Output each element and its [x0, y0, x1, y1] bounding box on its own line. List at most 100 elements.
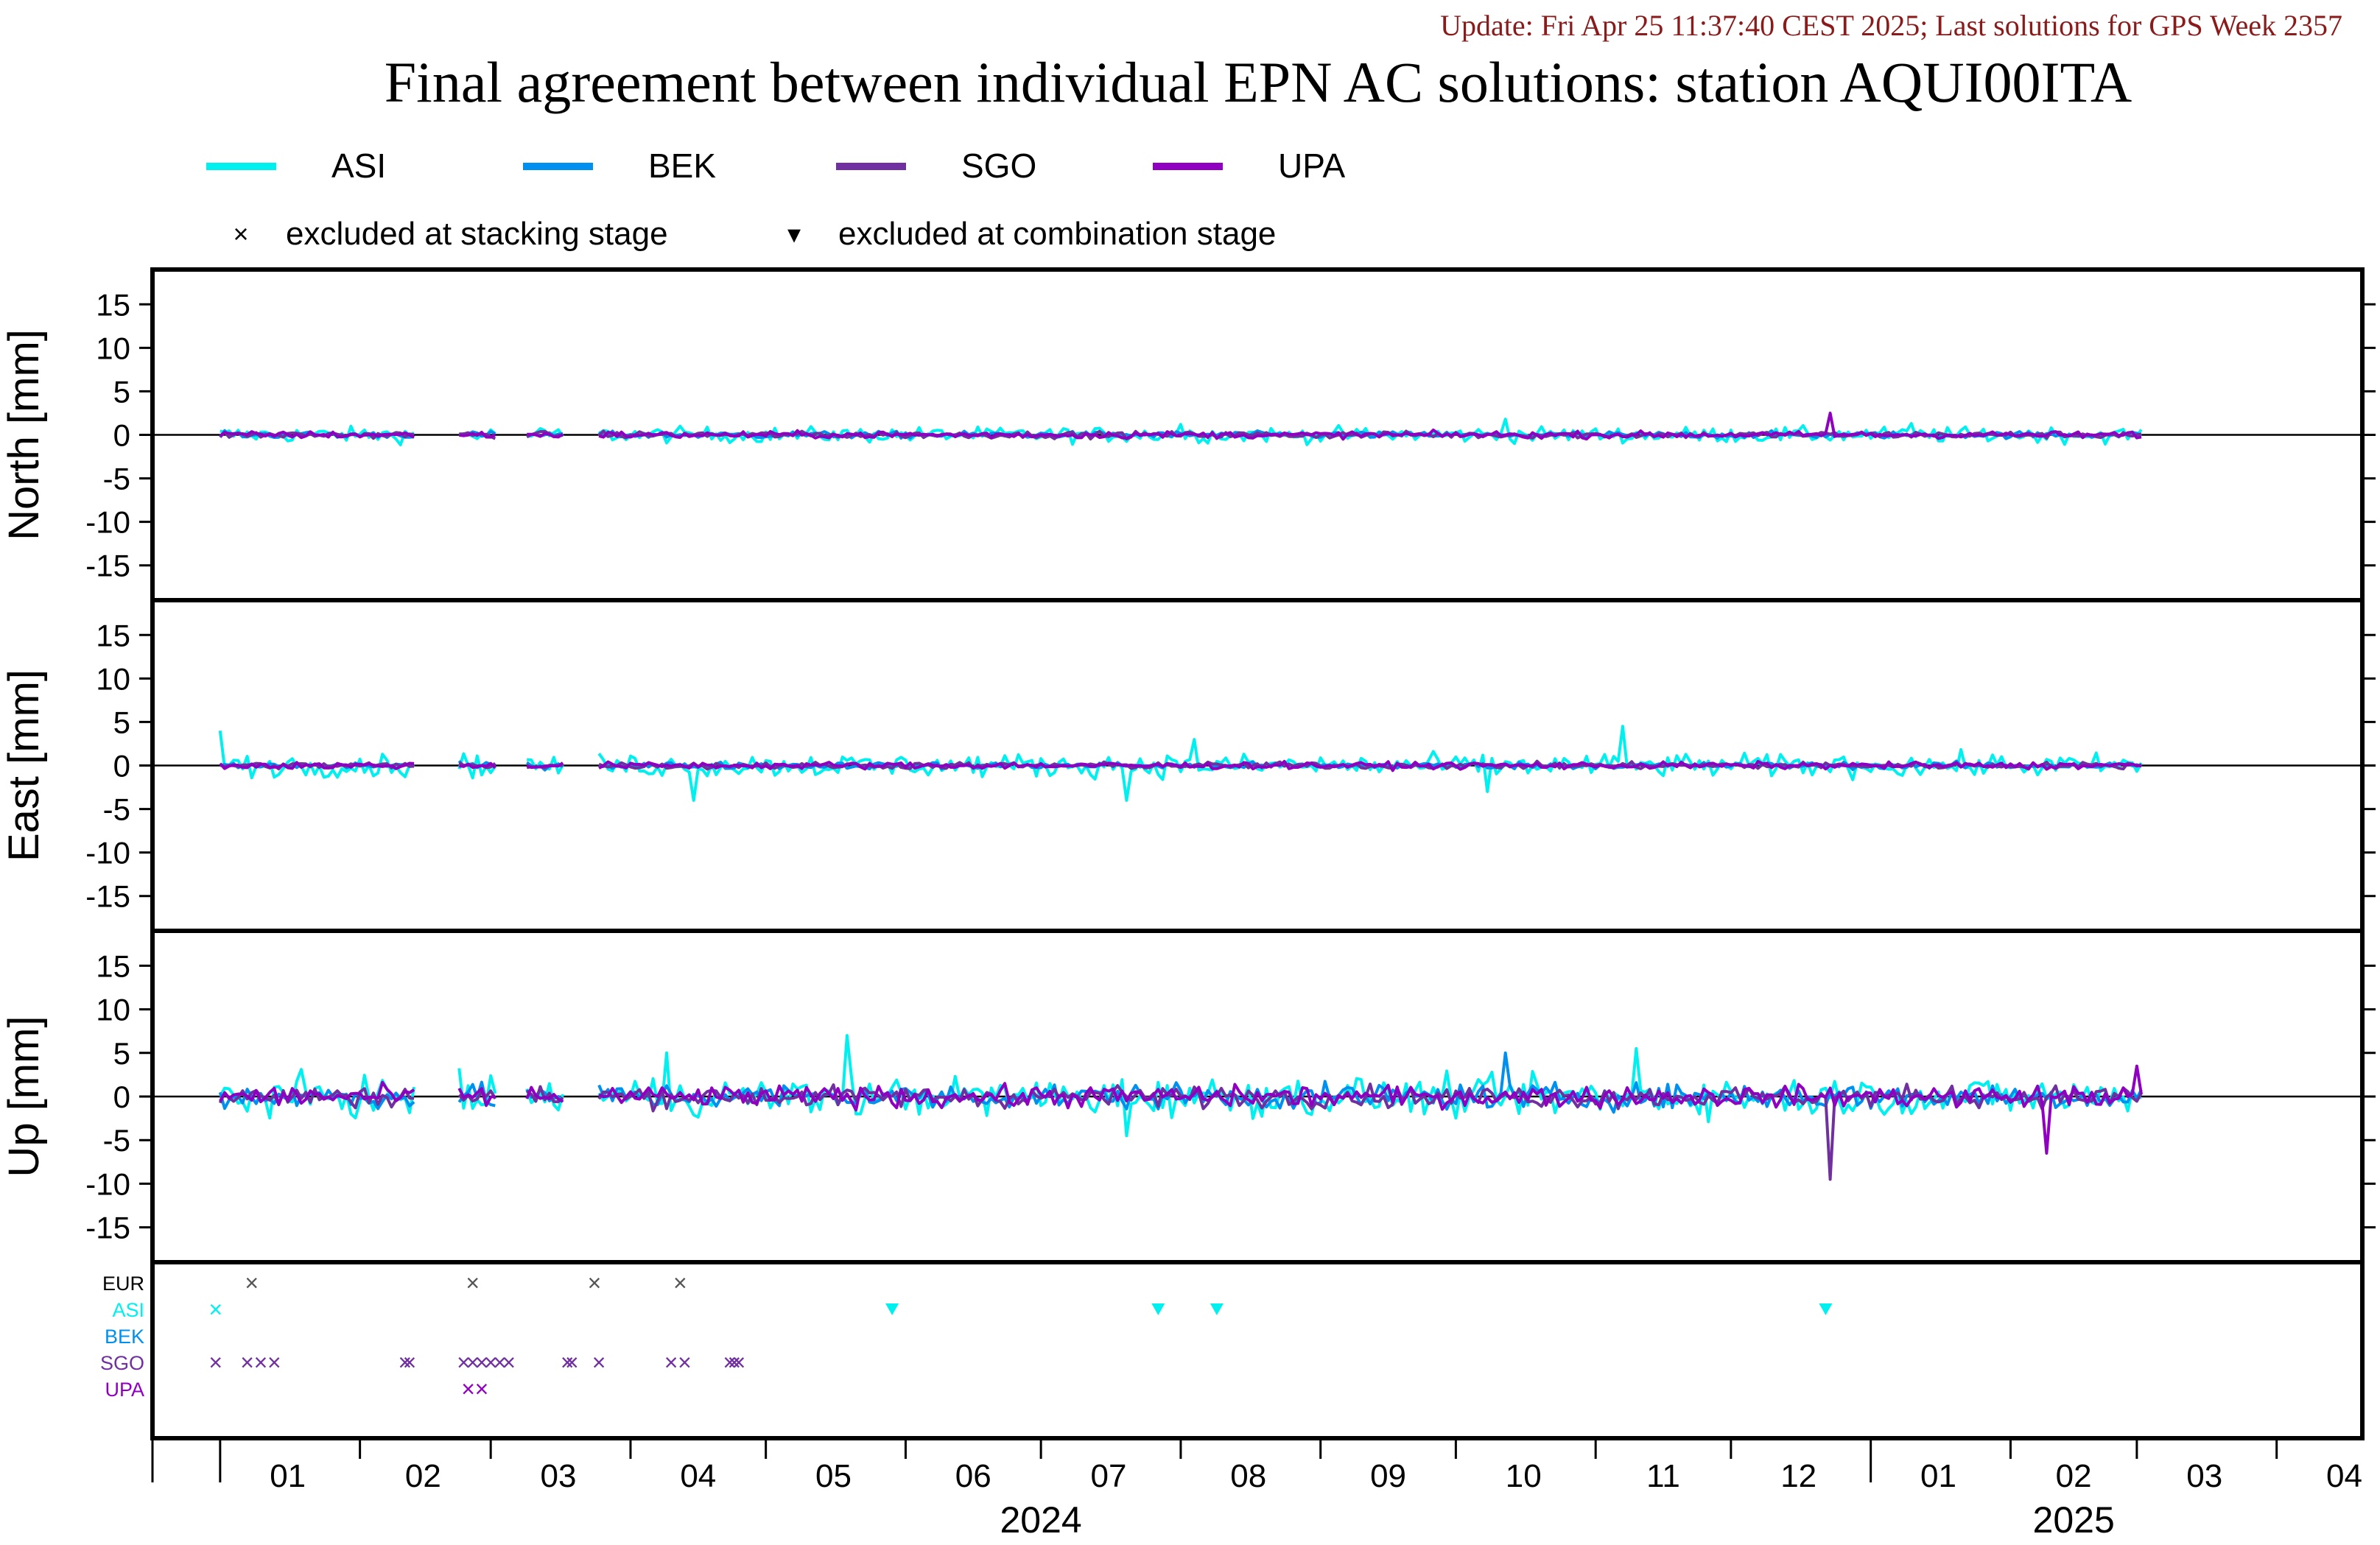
exclusion-row-label-sgo: SGO: [100, 1352, 144, 1374]
exclusion-row-label-upa: UPA: [105, 1379, 144, 1401]
x-month-label: 10: [1506, 1458, 1542, 1494]
x-month-label: 04: [2326, 1458, 2362, 1494]
x-month-label: 01: [1920, 1458, 1956, 1494]
stacking-excluded-marker: ×: [208, 1296, 222, 1323]
stacking-excluded-marker: ×: [732, 1349, 746, 1376]
stacking-excluded-marker: ×: [208, 1349, 222, 1376]
stacking-excluded-marker: ×: [240, 1349, 254, 1376]
x-month-label: 04: [680, 1458, 716, 1494]
stacking-excluded-marker: ×: [561, 1349, 575, 1376]
y-axis-label: North [mm]: [0, 329, 48, 541]
series-line-upa: [219, 1064, 2143, 1155]
stacking-excluded-marker: ×: [723, 1349, 737, 1376]
x-month-label: 02: [405, 1458, 441, 1494]
chart-title: Final agreement between individual EPN A…: [385, 50, 2132, 114]
stacking-excluded-marker: ×: [461, 1376, 475, 1402]
x-month-label: 07: [1090, 1458, 1126, 1494]
stacking-excluded-marker: ×: [466, 1349, 480, 1376]
stacking-excluded-marker: ×: [678, 1349, 692, 1376]
legend-combination-label: excluded at combination stage: [838, 216, 1276, 252]
plot-panels: 15 10 5 0 -5 -10 -15 North [mm] 15 10 5 0 -5 -10 -15 Ea…: [0, 267, 2376, 1264]
combination-excluded-marker: [1210, 1303, 1224, 1315]
y-tick-label: -5: [103, 462, 130, 496]
stacking-excluded-marker: ×: [664, 1349, 678, 1376]
update-text: Update: Fri Apr 25 11:37:40 CEST 2025; L…: [1440, 9, 2342, 42]
x-month-label: 08: [1230, 1458, 1266, 1494]
x-axis: 01 02 03 04 05 06 07 08 09 10 11 12 01 02 03 04 2024 2025: [151, 1437, 2362, 1541]
stacking-excluded-marker: ×: [565, 1349, 579, 1376]
y-tick-label: -10: [85, 1166, 130, 1201]
y-tick-label: -15: [85, 549, 130, 583]
y-tick-label: 10: [96, 993, 130, 1027]
series-line-upa: [219, 759, 2142, 772]
x-month-label: 09: [1370, 1458, 1406, 1494]
y-axis-label: East [mm]: [0, 669, 48, 862]
legend-label-sgo: SGO: [961, 147, 1036, 185]
series-line-upa: [219, 412, 2142, 441]
y-tick-label: 5: [113, 374, 130, 409]
stacking-excluded-marker: ×: [254, 1349, 268, 1376]
stacking-excluded-marker: ×: [588, 1270, 602, 1296]
legend-label-bek: BEK: [648, 147, 716, 185]
y-tick-label: 10: [96, 661, 130, 696]
stacking-excluded-marker: ×: [475, 1376, 489, 1402]
x-month-label: 06: [955, 1458, 991, 1494]
legend-combination-marker-icon: ▾: [787, 219, 801, 249]
exclusion-row-label-eur: EUR: [102, 1273, 144, 1295]
y-tick-label: -5: [103, 792, 130, 827]
series-line-asi: [219, 1034, 2142, 1138]
y-tick-label: 0: [113, 749, 130, 784]
stacking-excluded-marker: ×: [267, 1349, 281, 1376]
y-axis-label: Up [mm]: [0, 1016, 48, 1177]
legend-label-asi: ASI: [331, 147, 386, 185]
x-month-label: 02: [2056, 1458, 2092, 1494]
stacking-excluded-marker: ×: [493, 1349, 507, 1376]
stacking-excluded-marker: ×: [245, 1270, 259, 1296]
x-month-label: 01: [270, 1458, 306, 1494]
stacking-excluded-marker: ×: [475, 1349, 489, 1376]
x-month-label: 03: [541, 1458, 577, 1494]
legend-stacking-label: excluded at stacking stage: [286, 216, 668, 252]
panel-east: 15 10 5 0 -5 -10 -15 East [mm]: [0, 598, 2376, 933]
stacking-excluded-marker: ×: [403, 1349, 417, 1376]
legend-stacking-marker-icon: ×: [233, 219, 248, 249]
y-tick-label: 10: [96, 331, 130, 365]
y-tick-label: -5: [103, 1123, 130, 1158]
y-tick-label: 15: [96, 618, 130, 652]
series-line-bek: [218, 1051, 2143, 1114]
legend: ASI BEK SGO UPA × excluded at stacking stage ▾…: [206, 147, 1345, 252]
y-tick-label: -15: [85, 879, 130, 914]
y-tick-label: -15: [85, 1211, 130, 1245]
y-tick-label: 15: [96, 949, 130, 983]
x-month-label: 12: [1780, 1458, 1816, 1494]
combination-excluded-marker: [1819, 1303, 1833, 1315]
combination-excluded-marker: [1151, 1303, 1165, 1315]
stacking-excluded-marker: ×: [399, 1349, 413, 1376]
stacking-excluded-marker: ×: [457, 1349, 471, 1376]
y-tick-label: -10: [85, 505, 130, 540]
y-tick-label: 0: [113, 1080, 130, 1114]
y-tick-label: 15: [96, 287, 130, 322]
stacking-excluded-marker: ×: [502, 1349, 516, 1376]
stacking-excluded-marker: ×: [727, 1349, 741, 1376]
x-month-label: 03: [2186, 1458, 2222, 1494]
stacking-excluded-marker: ×: [592, 1349, 606, 1376]
combination-excluded-marker: [885, 1303, 899, 1315]
series-line-asi: [220, 418, 2143, 446]
stacking-excluded-marker: ×: [673, 1270, 687, 1296]
y-tick-label: 5: [113, 705, 130, 739]
x-year-label: 2025: [2033, 1499, 2115, 1541]
y-tick-label: 5: [113, 1036, 130, 1071]
y-tick-label: 0: [113, 418, 130, 453]
stacking-excluded-marker: ×: [484, 1349, 498, 1376]
exclusion-row-label-asi: ASI: [112, 1299, 144, 1321]
exclusion-row-label-bek: BEK: [105, 1326, 144, 1348]
stacking-excluded-marker: ×: [466, 1270, 480, 1296]
y-tick-label: -10: [85, 836, 130, 870]
x-month-label: 05: [815, 1458, 852, 1494]
legend-label-upa: UPA: [1278, 147, 1345, 185]
series-line-asi: [218, 725, 2143, 802]
panel-up: 15 10 5 0 -5 -10 -15 Up [mm]: [0, 929, 2376, 1264]
